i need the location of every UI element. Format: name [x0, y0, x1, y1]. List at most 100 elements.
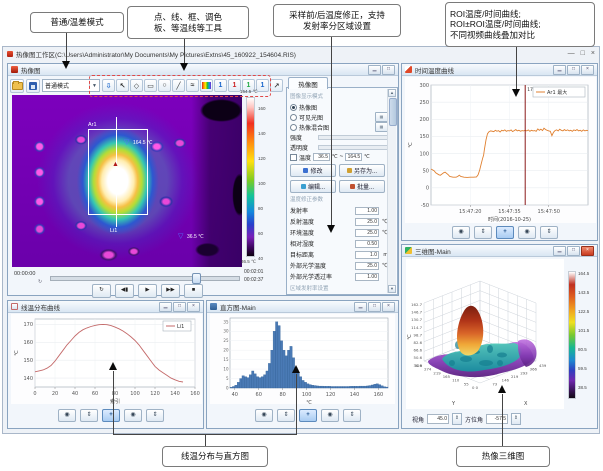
scroll-up-icon[interactable]: ▲ [388, 89, 396, 97]
slider-0[interactable] [318, 134, 388, 140]
mode-select[interactable]: 普通模式 ▼ [42, 79, 100, 92]
show-all-button[interactable]: ◉ [321, 409, 339, 422]
timeline-track[interactable] [50, 276, 240, 281]
open-file-button[interactable] [10, 78, 24, 93]
roi-rectangle[interactable] [88, 129, 148, 215]
stop-button[interactable]: ■ [184, 284, 203, 298]
histogram-titlebar[interactable]: 直方图-Main ▁ □ × [207, 301, 398, 313]
zoom-vertical-button[interactable]: ⇕ [540, 226, 558, 239]
isotherm-blue2-tool[interactable]: 1 [256, 79, 269, 92]
param-input-6[interactable]: 1.00 [355, 272, 379, 281]
settings-button[interactable]: + [496, 226, 514, 239]
slider-1[interactable] [318, 144, 388, 150]
zoom-vertical-button[interactable]: ⇕ [343, 409, 361, 422]
surface3d-chart[interactable]: 162.7 146.7 130.7 114.7 98.7 82.6 66.6 50.6 34.6… [406, 259, 564, 409]
pan-vertical-button[interactable]: ⇕ [474, 226, 492, 239]
temp-max-input[interactable]: 164.5 [345, 153, 363, 161]
surface3d-colorbar-tick: 59.5 [578, 366, 587, 371]
param-input-4[interactable]: 1.0 [355, 250, 379, 259]
show-hide-button[interactable]: ◉ [58, 409, 76, 422]
step-back-button[interactable]: ◀▮ [115, 284, 134, 298]
radio-2[interactable] [290, 123, 297, 131]
settings-button[interactable]: + [102, 409, 120, 422]
maximize-button[interactable]: □ [173, 301, 186, 312]
show-all-button[interactable]: ◉ [518, 226, 536, 239]
line-profile-chart[interactable]: 170 160 150 140 0 20 40 60 80 100 120 140 160 Li1 索引 ℃ [11, 314, 202, 404]
save-as-button[interactable]: 另存为... [339, 164, 385, 177]
roi-line[interactable] [116, 117, 117, 227]
settings-scrollbar[interactable]: ▲ ▼ [387, 89, 397, 293]
minimize-button[interactable]: — [567, 50, 575, 57]
rect-roi-tool[interactable]: ▭ [144, 79, 157, 92]
point-tool[interactable]: ◇ [130, 79, 143, 92]
batch-button[interactable]: 批量... [339, 180, 385, 193]
minimize-button[interactable]: ▁ [553, 64, 566, 75]
time-curve-titlebar[interactable]: 时间温度曲线 ▁ □ × [402, 64, 597, 76]
cursor-tool[interactable]: ↖ [116, 79, 129, 92]
time-curve-chart[interactable]: 300 250 200 150 100 50 0 -50 15:47:20 15:47:35 15:… [405, 77, 596, 223]
edit-button[interactable]: 编辑... [290, 180, 336, 193]
minimize-button[interactable]: ▁ [553, 245, 566, 256]
maximize-button[interactable]: □ [368, 301, 381, 312]
line-profile-titlebar[interactable]: 线温分布曲线 ▁ □ × [8, 301, 203, 313]
isotherm-green-tool[interactable]: 1 [242, 79, 255, 92]
maximize-button[interactable]: □ [567, 245, 580, 256]
timeline-thumb[interactable] [192, 273, 201, 284]
line-tool[interactable]: ╱ [172, 79, 185, 92]
save-button[interactable] [26, 78, 40, 93]
view-angle-spinner[interactable]: ⇕ [452, 413, 463, 425]
isotherm-red-tool[interactable]: 1 [228, 79, 241, 92]
radio-1[interactable] [290, 113, 297, 121]
close-button[interactable]: × [187, 301, 200, 312]
polyline-tool[interactable]: ≈ [186, 79, 199, 92]
temp-min-input[interactable]: 36.5 [313, 153, 331, 161]
thermal-image[interactable]: Ar1 Li1 ▲ ▽ 164.5 ℃ ▽ 36.5 ℃ [12, 95, 242, 267]
loop-button[interactable]: ↻ [92, 284, 111, 298]
settings-button[interactable]: + [299, 409, 317, 422]
param-input-3[interactable]: 0.50 [355, 239, 379, 248]
maximize-button[interactable]: □ [567, 64, 580, 75]
close-button[interactable]: × [590, 50, 595, 57]
surface3d-titlebar[interactable]: 三维图-Main ▁ □ × [402, 245, 597, 257]
param-input-1[interactable]: 25.0 [355, 217, 379, 226]
azimuth-input[interactable]: -57.5 [486, 414, 509, 424]
pan-vertical-button[interactable]: ⇕ [277, 409, 295, 422]
temp-checkbox[interactable] [290, 153, 297, 161]
minimize-button[interactable]: ▁ [368, 64, 381, 75]
close-button[interactable]: × [382, 301, 395, 312]
zoom-vertical-button[interactable]: ⇕ [146, 409, 164, 422]
palette-tool[interactable] [200, 79, 213, 92]
isotherm-blue-tool[interactable]: 1 [214, 79, 227, 92]
save-disk-icon [29, 81, 37, 90]
radio-0[interactable] [290, 103, 297, 111]
tab-thermal-settings[interactable]: 热像图 [288, 77, 328, 89]
param-input-5[interactable]: 25.0 [355, 261, 379, 270]
show-hide-button[interactable]: ◉ [255, 409, 273, 422]
close-button[interactable]: × [581, 64, 594, 75]
temp-checkbox-label: 温度 [299, 155, 312, 162]
ellipse-roi-tool[interactable]: ○ [158, 79, 171, 92]
histogram-chart[interactable]: 0 5 10 15 20 25 30 35 40 60 80 100 120 140 160 ℃ [210, 314, 395, 404]
settings-section-region-label: 区域发射率设置 [290, 286, 329, 292]
param-input-2[interactable]: 25.0 [355, 228, 379, 237]
show-all-button[interactable]: ◉ [124, 409, 142, 422]
scroll-down-icon[interactable]: ▼ [388, 285, 396, 293]
minimize-button[interactable]: ▁ [354, 301, 367, 312]
minimize-button[interactable]: ▁ [159, 301, 172, 312]
show-hide-button[interactable]: ◉ [452, 226, 470, 239]
probe-tool[interactable]: ⇩ [102, 79, 115, 92]
more-tool[interactable]: ↗ [270, 79, 283, 92]
callout-mode: 普通/温差模式 [30, 12, 124, 33]
close-button[interactable]: × [581, 245, 594, 256]
azimuth-spinner[interactable]: ⇕ [511, 413, 522, 425]
param-input-0[interactable]: 1.00 [355, 206, 379, 215]
modify-button[interactable]: 修改 [290, 164, 336, 177]
fast-forward-button[interactable]: ▶▶ [161, 284, 180, 298]
maximize-button[interactable]: □ [580, 50, 585, 57]
scrollbar-thumb[interactable] [389, 98, 397, 126]
app-titlebar[interactable]: 热像图工作区(C:\Users\Administrator\My Documen… [3, 47, 599, 60]
pan-vertical-button[interactable]: ⇕ [80, 409, 98, 422]
maximize-button[interactable]: □ [382, 64, 395, 75]
view-angle-input[interactable]: 45.0 [427, 414, 450, 424]
play-button[interactable]: ▶ [138, 284, 157, 298]
